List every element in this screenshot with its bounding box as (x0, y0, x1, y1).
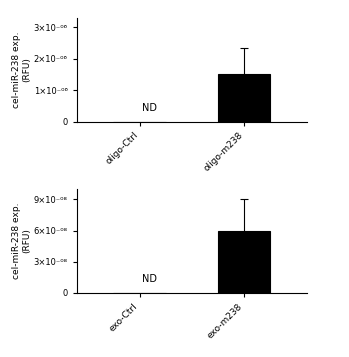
Bar (218, 74, 270, 122)
Y-axis label: cel-miR-238 exp.
(RFU): cel-miR-238 exp. (RFU) (12, 31, 31, 108)
Y-axis label: cel-miR-238 exp.
(RFU): cel-miR-238 exp. (RFU) (12, 203, 31, 279)
Text: ND: ND (142, 275, 157, 285)
Text: ND: ND (142, 103, 157, 113)
Bar (218, 231, 270, 293)
